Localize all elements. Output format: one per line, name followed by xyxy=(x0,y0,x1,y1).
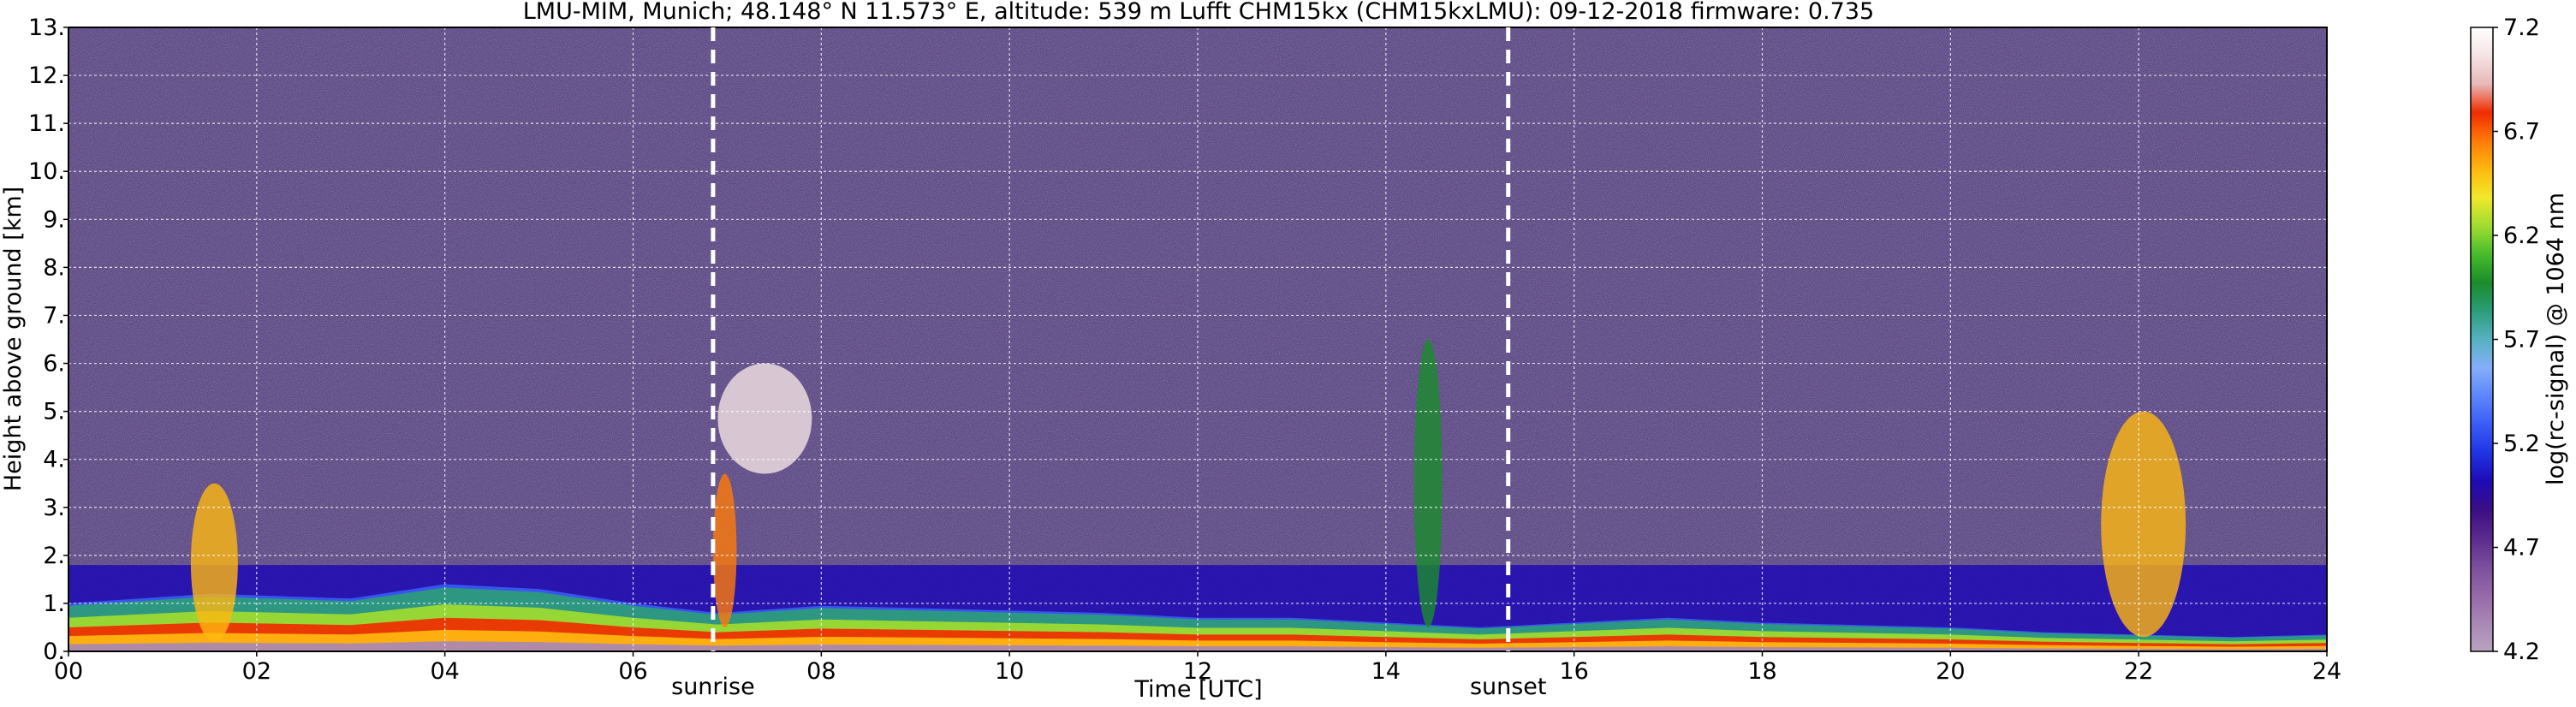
x-tick-label: 14 xyxy=(1371,658,1401,685)
x-tick-label: 16 xyxy=(1559,658,1588,685)
y-tick-label: 2. xyxy=(43,543,65,569)
plot-area xyxy=(68,27,2327,651)
x-tick-label: 24 xyxy=(2312,658,2341,685)
y-tick-label: 9. xyxy=(43,206,65,233)
x-tick-label: 12 xyxy=(1183,658,1212,685)
cloud-feature xyxy=(190,483,238,642)
cloud-feature xyxy=(2101,411,2186,638)
x-tick-label: 08 xyxy=(806,658,836,685)
sun-annotations: sunrise sunset xyxy=(671,27,1547,700)
x-tick-label: 02 xyxy=(242,658,271,685)
x-tick-label: 04 xyxy=(430,658,459,685)
y-tick-label: 0. xyxy=(43,639,65,665)
x-tick-label: 10 xyxy=(995,658,1024,685)
sunset-label: sunset xyxy=(1470,674,1547,700)
x-tick-label: 20 xyxy=(1936,658,1965,685)
colorbar-tick-label: 5.7 xyxy=(2503,327,2540,354)
x-axis-ticks: 00 02 04 06 08 10 12 14 16 18 20 22 24 xyxy=(54,651,2341,685)
y-tick-label: 4. xyxy=(43,447,65,473)
sunrise-label: sunrise xyxy=(671,674,755,700)
colorbar-label: log(rc-signal) @ 1064 nm xyxy=(2543,193,2569,485)
y-tick-label: 5. xyxy=(43,399,65,425)
colorbar-tick-label: 4.7 xyxy=(2503,535,2540,561)
chart-title: LMU-MIM, Munich; 48.148° N 11.573° E, al… xyxy=(523,0,1874,25)
y-tick-label: 12. xyxy=(28,62,65,89)
cloud-feature xyxy=(717,363,812,474)
y-tick-label: 13. xyxy=(28,15,65,41)
y-tick-label: 3. xyxy=(43,495,65,521)
y-axis-ticks: 0. 1. 2. 3. 4. 5. 6. 7. 8. 9. 10. 11. 12. 13. xyxy=(28,15,68,665)
colorbar-tick-label: 4.2 xyxy=(2503,639,2540,665)
y-tick-label: 11. xyxy=(28,110,65,137)
x-tick-label: 00 xyxy=(54,658,83,685)
colorbar-ticks: 4.2 4.7 5.2 5.7 6.2 6.7 7.2 xyxy=(2493,15,2540,665)
y-axis-label: Height above ground [km] xyxy=(0,187,27,491)
y-tick-label: 7. xyxy=(43,302,65,329)
y-tick-label: 10. xyxy=(28,158,65,185)
colorbar-tick-label: 6.7 xyxy=(2503,119,2540,146)
y-tick-label: 8. xyxy=(43,254,65,281)
colorbar-tick-label: 5.2 xyxy=(2503,431,2540,457)
x-tick-label: 22 xyxy=(2124,658,2153,685)
y-tick-label: 1. xyxy=(43,591,65,617)
x-axis-label: Time [UTC] xyxy=(1133,676,1262,703)
x-tick-label: 18 xyxy=(1747,658,1776,685)
cloud-feature xyxy=(1413,339,1443,627)
x-tick-label: 06 xyxy=(618,658,647,685)
grid-lines xyxy=(68,27,2327,651)
y-tick-label: 6. xyxy=(43,351,65,377)
colorbar-tick-label: 6.2 xyxy=(2503,223,2540,249)
colorbar: 4.2 4.7 5.2 5.7 6.2 6.7 7.2 log(rc-signal) @ 1… xyxy=(2470,15,2569,665)
cloud-feature xyxy=(712,473,737,627)
colorbar-gradient xyxy=(2470,27,2494,652)
colorbar-tick-label: 7.2 xyxy=(2503,15,2540,41)
